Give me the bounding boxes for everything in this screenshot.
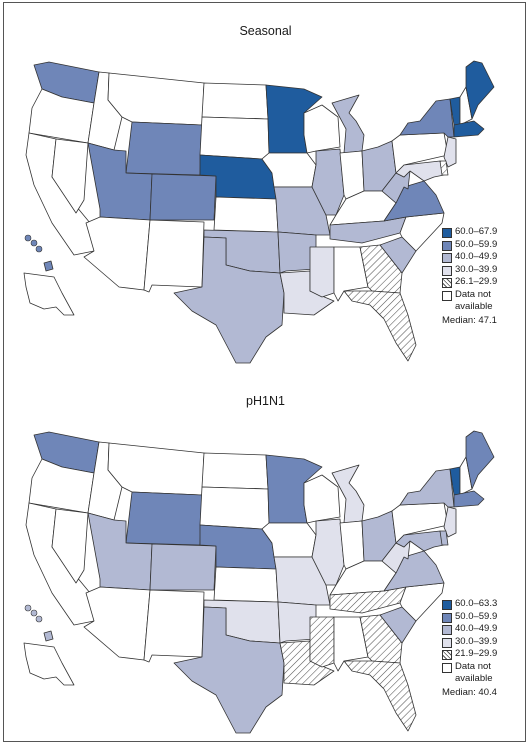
state-ak xyxy=(23,642,75,686)
legend-label: Data not available xyxy=(455,660,493,684)
legend-swatch xyxy=(442,625,452,635)
legend-swatch xyxy=(442,637,452,648)
state-in xyxy=(339,150,365,200)
legend-item: 30.0–39.9 xyxy=(442,636,503,648)
state-nd xyxy=(201,82,269,120)
state-nm xyxy=(143,589,205,663)
state-mi xyxy=(331,94,365,154)
legend-label: 26.1–29.9 xyxy=(455,276,498,287)
legend-label: 40.0–49.9 xyxy=(455,623,498,634)
legend-label: 40.0–49.9 xyxy=(455,251,498,262)
state-ma xyxy=(453,120,485,138)
state-hi-island xyxy=(35,245,43,253)
state-co xyxy=(149,543,217,591)
state-ny xyxy=(399,98,455,138)
state-nj xyxy=(443,506,457,538)
median-label: Median: 47.1 xyxy=(442,314,497,326)
state-nd xyxy=(201,452,269,490)
state-wi xyxy=(303,104,341,154)
legend-item: 60.0–63.3 xyxy=(442,598,503,610)
legend-label: 60.0–67.9 xyxy=(455,226,498,237)
map-title: pH1N1 xyxy=(246,394,285,408)
state-ar xyxy=(277,231,317,274)
state-hi xyxy=(43,630,54,642)
legend-item: Data not available xyxy=(442,661,503,685)
legend-label: 60.0–63.3 xyxy=(455,598,498,609)
state-nj xyxy=(443,136,457,168)
legend-swatch xyxy=(442,612,452,623)
map-title: Seasonal xyxy=(239,24,292,38)
state-mi xyxy=(331,464,365,524)
legend-item: 26.1–29.9 xyxy=(442,276,503,288)
map-legend: 60.0–63.3 50.0–59.9 40.0–49.9 30.0–39.9 … xyxy=(442,598,503,699)
state-wy xyxy=(125,491,203,546)
state-hi-island xyxy=(24,604,32,612)
legend-swatch xyxy=(442,290,452,301)
legend-label: Data not available xyxy=(455,288,493,312)
legend-label: 50.0–59.9 xyxy=(455,610,498,622)
state-co xyxy=(149,173,217,221)
figure-frame: Seasonal 60.0–67.9 50.0–59.9 40.0–49.9 3… xyxy=(3,2,526,742)
state-hi-island xyxy=(24,234,32,242)
state-wi xyxy=(303,474,341,524)
legend-swatch xyxy=(442,278,452,288)
state-ma xyxy=(453,490,485,508)
state-az xyxy=(83,586,151,661)
state-nv xyxy=(51,508,89,584)
state-nm xyxy=(143,219,205,293)
legend-swatch xyxy=(442,253,452,263)
legend-swatch xyxy=(442,650,452,660)
us-map-seasonal xyxy=(23,60,495,364)
state-tx xyxy=(173,606,285,734)
state-ms xyxy=(309,246,335,298)
state-wy xyxy=(125,121,203,176)
map-legend: 60.0–67.9 50.0–59.9 40.0–49.9 30.0–39.9 … xyxy=(442,226,503,327)
legend-item: 50.0–59.9 xyxy=(442,611,503,623)
legend-swatch xyxy=(442,662,452,673)
legend-item: 40.0–49.9 xyxy=(442,251,503,263)
legend-label: 30.0–39.9 xyxy=(455,263,498,275)
state-de xyxy=(439,160,449,176)
legend-item: 21.9–29.9 xyxy=(442,648,503,660)
legend-item: Data not available xyxy=(442,289,503,313)
map-panel-ph1n1: pH1N1 60.0–63.3 50.0–59.9 40.0–49.9 30.0… xyxy=(4,375,527,741)
state-hi xyxy=(43,260,54,272)
state-hi-island xyxy=(30,609,38,617)
legend-item: 50.0–59.9 xyxy=(442,239,503,251)
legend-item: 60.0–67.9 xyxy=(442,226,503,238)
state-hi-island xyxy=(30,239,38,247)
legend-label: 30.0–39.9 xyxy=(455,635,498,647)
state-de xyxy=(439,530,449,546)
legend-label: 50.0–59.9 xyxy=(455,238,498,250)
median-label: Median: 40.4 xyxy=(442,686,497,698)
state-sd xyxy=(199,116,270,160)
legend-swatch xyxy=(442,240,452,251)
state-ak xyxy=(23,272,75,316)
map-panel-seasonal: Seasonal 60.0–67.9 50.0–59.9 40.0–49.9 3… xyxy=(4,3,527,373)
legend-item: 40.0–49.9 xyxy=(442,623,503,635)
us-map-ph1n1 xyxy=(23,430,495,734)
state-ks xyxy=(213,566,279,603)
state-az xyxy=(83,216,151,291)
state-ar xyxy=(277,601,317,644)
legend-item: 30.0–39.9 xyxy=(442,264,503,276)
legend-label: 21.9–29.9 xyxy=(455,648,498,659)
state-tx xyxy=(173,236,285,364)
legend-swatch xyxy=(442,265,452,276)
state-fl xyxy=(343,660,417,732)
state-nv xyxy=(51,138,89,214)
state-ms xyxy=(309,616,335,668)
legend-swatch xyxy=(442,228,452,238)
state-mt xyxy=(107,442,205,496)
state-fl xyxy=(343,290,417,362)
state-ny xyxy=(399,468,455,508)
state-in xyxy=(339,520,365,570)
state-me xyxy=(465,430,495,490)
state-hi-island xyxy=(35,615,43,623)
state-sd xyxy=(199,486,270,530)
state-me xyxy=(465,60,495,120)
state-mt xyxy=(107,72,205,126)
legend-swatch xyxy=(442,600,452,610)
state-ks xyxy=(213,196,279,233)
